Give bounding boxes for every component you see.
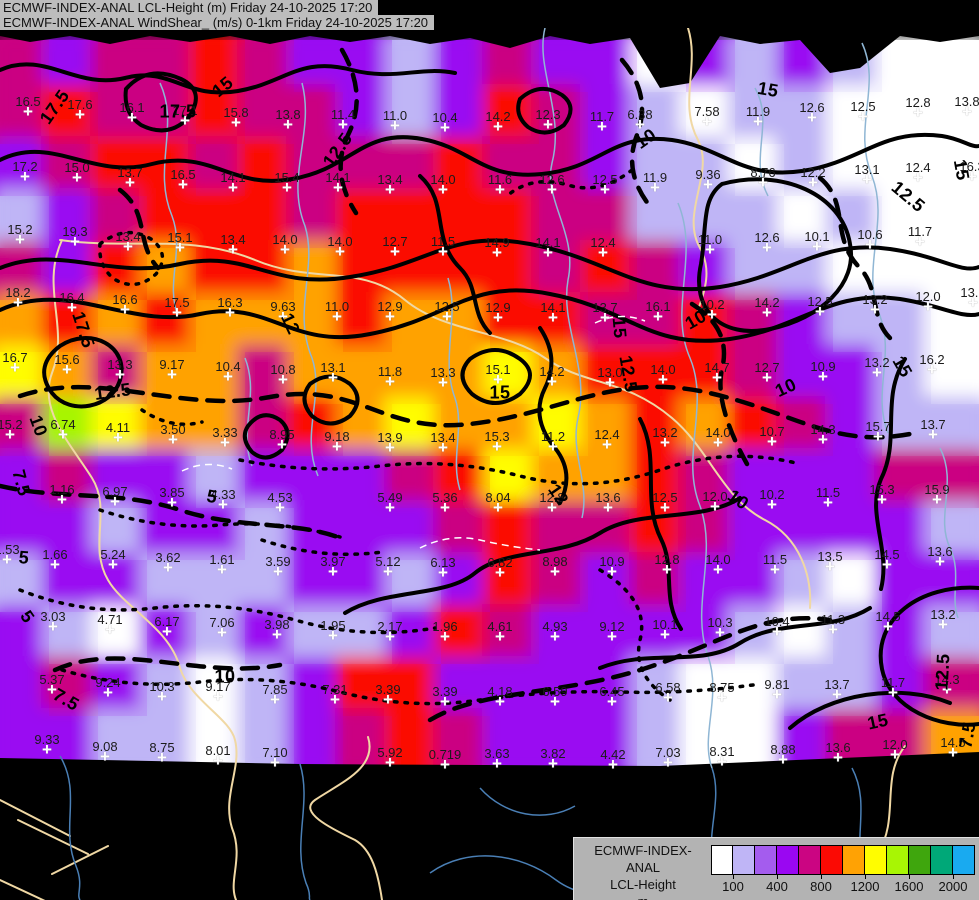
legend-tick-label: 800 (810, 879, 832, 894)
legend-swatch (909, 845, 931, 875)
legend-swatch (821, 845, 843, 875)
legend: ECMWF-INDEX-ANAL LCL-Height m 1004008001… (573, 837, 979, 900)
legend-title-model: ECMWF-INDEX-ANAL (594, 843, 692, 875)
legend-title-field: LCL-Height (610, 877, 676, 892)
legend-tick-label: 2000 (938, 879, 968, 894)
title-line-1: ECMWF-INDEX-ANAL LCL-Height (m) Friday 2… (0, 0, 379, 15)
top-edge-mask (0, 28, 979, 88)
legend-swatch (799, 845, 821, 875)
legend-swatch (711, 845, 733, 875)
legend-tick-label: 100 (722, 879, 744, 894)
title-line-2: ECMWF-INDEX-ANAL WindShear_ (m/s) 0-1km … (0, 15, 435, 30)
legend-tick-label: 1600 (894, 879, 924, 894)
windshear-contour-lines (0, 47, 979, 730)
legend-tick (821, 875, 822, 879)
legend-tick (733, 875, 734, 879)
rivers (59, 28, 959, 900)
legend-swatch (887, 845, 909, 875)
legend-swatch (777, 845, 799, 875)
legend-swatch (953, 845, 975, 875)
legend-tick-label: 1200 (850, 879, 880, 894)
legend-swatch (843, 845, 865, 875)
legend-swatch (865, 845, 887, 875)
color-field-smooth (0, 32, 979, 776)
legend-tick-labels: 100 400 800 1200 1600 2000 (711, 875, 975, 899)
legend-tick-label: 400 (766, 879, 788, 894)
legend-swatch (755, 845, 777, 875)
legend-tick (865, 875, 866, 879)
legend-swatch (733, 845, 755, 875)
legend-swatch (931, 845, 953, 875)
legend-title: ECMWF-INDEX-ANAL LCL-Height m (580, 842, 706, 900)
legend-tick (909, 875, 910, 879)
legend-tick (777, 875, 778, 879)
legend-units: m (580, 893, 706, 900)
legend-tick (953, 875, 954, 879)
lcl-height-windshear-map (0, 28, 979, 900)
legend-colorbar (711, 845, 975, 875)
